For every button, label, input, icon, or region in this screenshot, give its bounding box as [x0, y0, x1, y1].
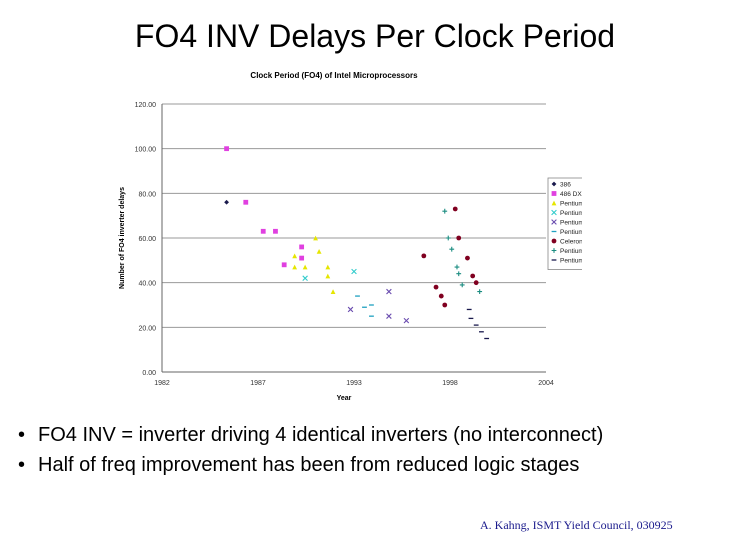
legend-label: Pentium MMX: [560, 210, 582, 217]
data-point: [273, 228, 278, 234]
legend-label: Celeron: [560, 239, 582, 246]
legend-label: Pentium 4: [560, 258, 582, 265]
legend-label: Pentium III: [560, 248, 582, 255]
data-point: [316, 249, 322, 254]
y-tick-label: 80.00: [138, 191, 156, 198]
data-point: [313, 235, 318, 241]
scatter-chart: Clock Period (FO4) of Intel Microprocess…: [112, 64, 582, 410]
y-tick-label: 60.00: [138, 236, 156, 243]
data-point: [224, 199, 229, 205]
data-point: [281, 262, 287, 268]
chart-axes: 0.00 20.00 40.00 60.00 80.00 100.00 120.00 1982…: [135, 102, 554, 387]
x-tick-label: 1987: [250, 380, 266, 387]
x-axis-label: Year: [337, 395, 352, 402]
data-point: [421, 253, 427, 259]
y-tick-label: 20.00: [138, 325, 156, 332]
y-tick-label: 120.00: [135, 102, 157, 109]
data-point: [302, 264, 308, 270]
data-point: [386, 288, 392, 295]
data-point: [302, 275, 308, 281]
data-point: [299, 244, 305, 250]
y-tick-label: 40.00: [138, 281, 156, 288]
data-point: [452, 206, 458, 212]
y-tick-label: 0.00: [142, 370, 156, 377]
footer-credit: A. Kahng, ISMT Yield Council, 030925: [480, 518, 673, 532]
data-point: [473, 280, 479, 286]
bullet-text: FO4 INV = inverter driving 4 identical i…: [38, 424, 604, 446]
chart-points: [224, 146, 490, 340]
data-point: [456, 271, 462, 277]
bullet-item: • Half of freq improvement has been from …: [18, 450, 738, 480]
data-point: [465, 255, 470, 261]
legend-marker: [551, 181, 557, 187]
x-tick-label: 1993: [346, 380, 362, 387]
legend-marker: [551, 238, 557, 244]
data-point: [224, 146, 229, 152]
bullet-marker: •: [18, 424, 26, 446]
slide-title: FO4 INV Delays Per Clock Period: [134, 18, 616, 54]
data-point: [445, 235, 451, 241]
legend-marker: [551, 219, 557, 225]
data-point: [243, 199, 249, 205]
data-point: [456, 235, 462, 241]
data-point: [325, 273, 331, 279]
legend-label: 486 DX2 DX4: [560, 191, 582, 198]
data-point: [442, 302, 448, 308]
legend-label: Pentium II: [560, 229, 582, 236]
legend-label: 386: [560, 182, 571, 189]
data-point: [449, 246, 455, 252]
chart-grid: [162, 103, 546, 328]
bullet-marker: •: [18, 454, 26, 476]
data-point: [330, 289, 336, 294]
data-point: [433, 284, 439, 290]
x-tick-label: 2004: [538, 380, 554, 387]
data-point: [454, 264, 460, 270]
data-point: [403, 317, 410, 324]
data-point: [351, 268, 357, 275]
chart-title: Clock Period (FO4) of Intel Microprocess…: [250, 71, 418, 80]
data-point: [260, 228, 266, 234]
data-point: [292, 264, 298, 270]
y-axis-label: Number of FO4 inverter delays: [119, 187, 126, 289]
legend-marker: [551, 248, 557, 253]
data-point: [442, 208, 448, 214]
data-point: [438, 293, 444, 299]
x-tick-label: 1982: [154, 380, 170, 387]
legend-marker: [551, 191, 557, 196]
bullet-list: • FO4 INV = inverter driving 4 identical …: [18, 420, 738, 480]
data-point: [325, 264, 331, 270]
x-tick-label: 1998: [442, 380, 458, 387]
data-point: [347, 306, 354, 313]
bullet-item: • FO4 INV = inverter driving 4 identical …: [18, 420, 738, 450]
data-point: [470, 273, 476, 279]
legend-marker: [551, 209, 557, 216]
data-point: [459, 282, 465, 288]
data-point: [299, 255, 305, 261]
legend-label: Pentium Pro: [560, 220, 582, 227]
data-point: [477, 289, 483, 294]
data-point: [292, 253, 298, 259]
data-point: [386, 313, 392, 319]
chart-legend: 386 486 DX2 DX4 Pentium Pentium MMX Pentium …: [547, 177, 582, 270]
bullet-text: Half of freq improvement has been from r…: [38, 454, 580, 476]
legend-marker: [551, 200, 557, 206]
legend-label: Pentium: [560, 201, 582, 208]
y-tick-label: 100.00: [135, 147, 157, 154]
chart-svg: Clock Period (FO4) of Intel Microprocess…: [119, 71, 582, 402]
